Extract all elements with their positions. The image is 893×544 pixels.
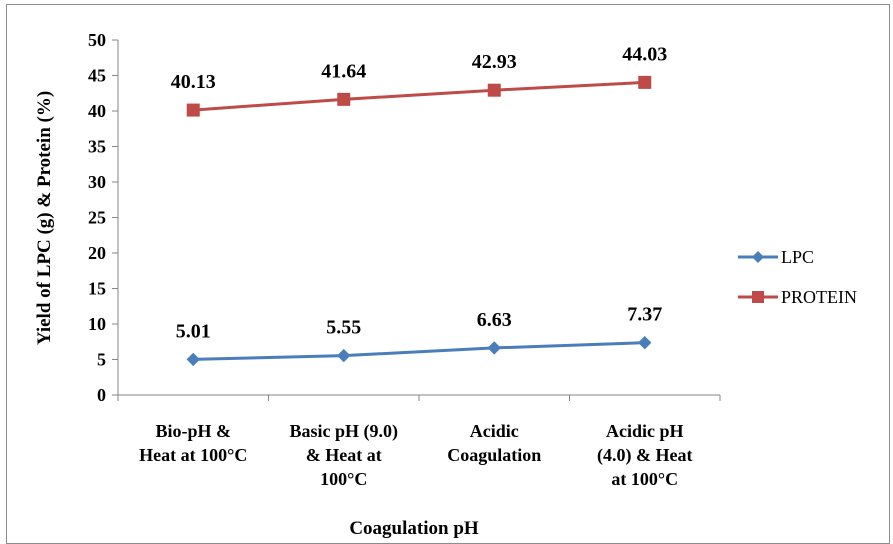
labels-layer: 5.01 5.55 6.63 7.37 40.13 41.64 42.93 44.03: [171, 43, 668, 342]
data-point-protein: [638, 75, 652, 89]
data-label-lpc: 7.37: [627, 304, 662, 326]
legend-label-protein: PROTEIN: [781, 287, 857, 307]
y-tick-label: 45: [88, 66, 106, 86]
x-tick-label: Acidic pH (4.0) & Heat at 100°C: [597, 421, 692, 489]
y-tick-label: 30: [88, 172, 106, 192]
x-tick-label-line: Acidic: [470, 421, 519, 441]
x-tick-label-line: 100°C: [320, 469, 367, 489]
series-line-protein: [193, 80, 645, 112]
data-label-protein: 41.64: [321, 60, 366, 82]
data-label-lpc: 5.01: [176, 320, 211, 342]
data-point-lpc: [186, 352, 200, 367]
y-tick-label: 35: [88, 137, 106, 157]
data-point-protein: [337, 92, 351, 106]
data-point-lpc: [638, 335, 652, 350]
y-tick-label: 0: [97, 385, 106, 405]
series-layer: [186, 75, 652, 367]
data-label-protein: 42.93: [472, 51, 517, 73]
legend-marker-lpc: [752, 251, 764, 263]
x-tick-label: Basic pH (9.0) & Heat at 100°C: [289, 421, 398, 489]
x-tick-label-line: at 100°C: [611, 469, 678, 489]
y-tick-label: 20: [88, 243, 106, 263]
x-tick-label: Bio-pH & Heat at 100°C: [139, 421, 247, 465]
y-tick-label: 25: [88, 208, 106, 228]
data-point-lpc: [337, 348, 351, 363]
x-tick-label-line: Heat at 100°C: [139, 445, 247, 465]
y-tick-label: 40: [88, 101, 106, 121]
axes: 0 5 10 15 20 25 30 35 40 45 50 Bio-pH & Heat at 100°…: [34, 30, 721, 539]
x-tick-label-line: Acidic pH: [606, 421, 684, 441]
data-point-lpc: [487, 341, 501, 355]
x-axis-title: Coagulation pH: [349, 518, 479, 539]
x-tick-label: Acidic Coagulation: [447, 421, 541, 465]
x-tick-label-line: Bio-pH &: [155, 421, 231, 441]
legend-label-lpc: LPC: [781, 247, 814, 267]
y-tick-label: 15: [88, 279, 106, 299]
data-label-lpc: 5.55: [326, 317, 361, 339]
y-tick-label: 5: [97, 350, 106, 370]
x-tick-label-line: (4.0) & Heat: [597, 445, 692, 466]
y-axis-title: Yield of LPC (g) & Protein (%): [34, 91, 55, 345]
data-point-protein: [487, 83, 501, 97]
legend-marker-protein: [752, 291, 764, 303]
data-label-lpc: 6.63: [477, 309, 512, 331]
data-label-protein: 44.03: [622, 43, 667, 65]
data-point-protein: [186, 103, 200, 117]
data-label-protein: 40.13: [171, 71, 216, 93]
x-tick-label-line: & Heat at: [306, 445, 382, 465]
series-line-lpc: [193, 341, 645, 361]
x-tick-label-line: Coagulation: [447, 445, 541, 465]
y-tick-label: 50: [88, 30, 106, 50]
y-tick-label: 10: [88, 314, 106, 334]
x-tick-label-line: Basic pH (9.0): [289, 421, 398, 442]
legend: LPC PROTEIN: [738, 247, 857, 307]
